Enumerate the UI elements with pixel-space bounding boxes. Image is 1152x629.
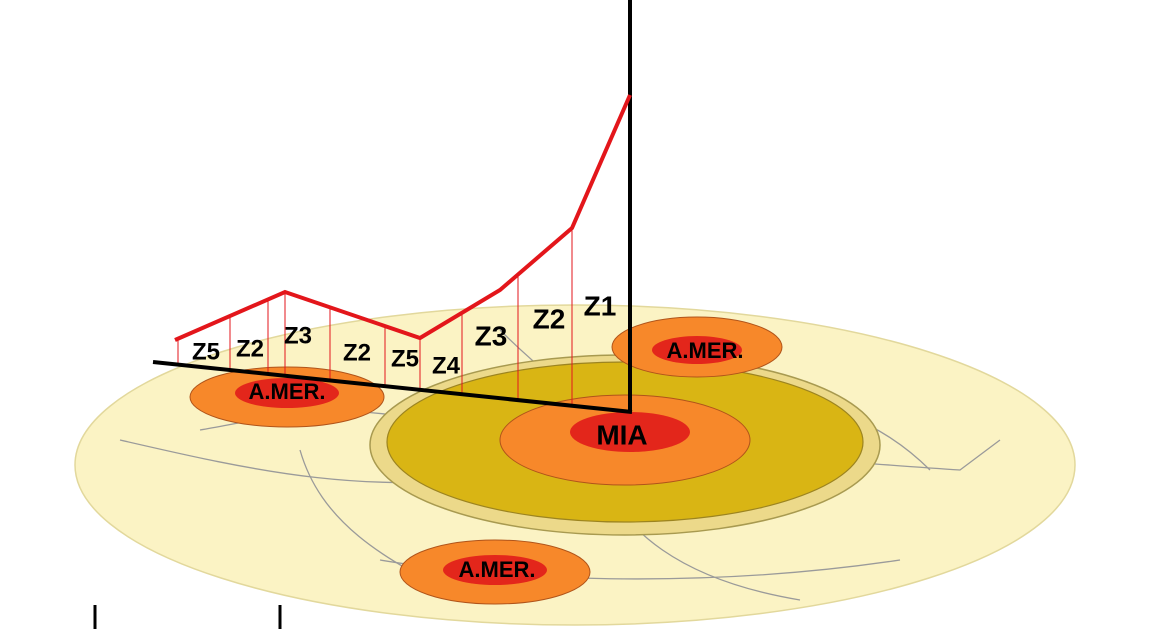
center-label: A.MER. <box>249 379 326 404</box>
center-label: MIA <box>596 419 647 450</box>
diagram: A.MER. A.MER. A.MER. MIA Z5 Z2 Z3 Z2 Z5 … <box>0 0 1152 629</box>
center-label: A.MER. <box>667 338 744 363</box>
zone-label: Z1 <box>584 290 617 321</box>
zone-label: Z3 <box>475 320 508 351</box>
zone-label: Z2 <box>236 335 264 362</box>
zone-label: Z2 <box>533 303 566 334</box>
zone-label: Z2 <box>343 339 371 366</box>
zone-label: Z3 <box>284 322 312 349</box>
zone-label: Z5 <box>391 345 419 372</box>
zone-label: Z5 <box>192 338 220 365</box>
center-label: A.MER. <box>459 557 536 582</box>
zone-label: Z4 <box>432 352 461 379</box>
